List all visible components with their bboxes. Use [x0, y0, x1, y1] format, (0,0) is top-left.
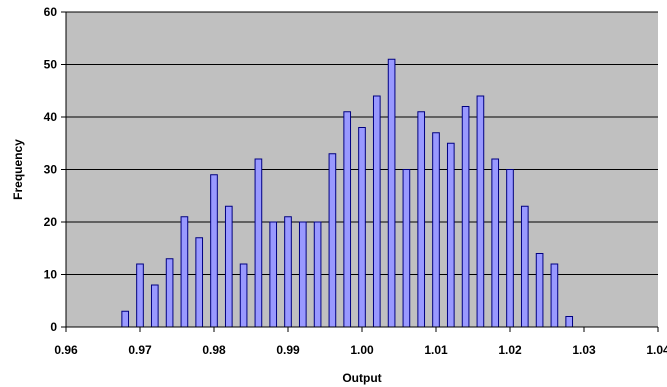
bar-2 [150, 284, 159, 328]
bar-17 [372, 95, 381, 328]
bar-20 [417, 111, 426, 328]
x-tick-label: 1.00 [350, 343, 374, 357]
bar-18 [387, 58, 396, 328]
y-tick-label: 50 [44, 58, 58, 72]
bar-12 [298, 221, 307, 328]
bar-14 [328, 153, 337, 328]
bar-8 [239, 263, 248, 328]
bar-10 [269, 221, 278, 328]
x-tick-label: 0.98 [202, 343, 226, 357]
x-tick-label: 1.02 [498, 343, 522, 357]
y-tick-label: 40 [44, 110, 58, 124]
y-axis-title: Frequency [11, 139, 25, 200]
bar-30 [565, 316, 574, 328]
bar-24 [476, 95, 485, 328]
x-tick-label: 0.97 [128, 343, 152, 357]
bar-9 [254, 158, 263, 328]
bar-11 [284, 216, 292, 328]
bar-21 [432, 132, 440, 328]
bar-0 [121, 310, 130, 328]
x-tick-label: 0.96 [54, 343, 78, 357]
x-tick-label: 1.03 [572, 343, 596, 357]
bar-28 [535, 253, 544, 328]
y-tick-label: 0 [50, 320, 57, 334]
bar-16 [358, 127, 366, 328]
bar-1 [136, 263, 144, 328]
bar-3 [165, 258, 174, 328]
y-tick-label: 30 [44, 163, 58, 177]
bar-23 [461, 106, 470, 328]
x-axis-title: Output [342, 371, 381, 385]
bar-25 [491, 158, 500, 328]
y-tick-label: 60 [44, 5, 58, 19]
bar-13 [313, 221, 322, 328]
y-tick-label: 20 [44, 215, 58, 229]
bar-7 [224, 205, 233, 328]
bar-19 [402, 169, 411, 328]
y-tick-label: 10 [44, 268, 58, 282]
bar-26 [506, 169, 514, 328]
bar-27 [520, 205, 529, 328]
bar-22 [446, 142, 455, 328]
bar-15 [343, 111, 352, 328]
bar-29 [550, 263, 559, 328]
bar-5 [195, 237, 204, 328]
x-tick-label: 1.01 [424, 343, 448, 357]
x-tick-label: 0.99 [276, 343, 300, 357]
x-tick-label: 1.04 [646, 343, 667, 357]
bar-6 [210, 174, 218, 328]
bar-4 [180, 216, 189, 328]
x-ticks: 0.96 0.97 0.98 0.99 1.00 1.01 1.02 1.03 1.04 [54, 327, 667, 357]
y-ticks: 0 10 20 30 40 50 60 [44, 5, 66, 334]
